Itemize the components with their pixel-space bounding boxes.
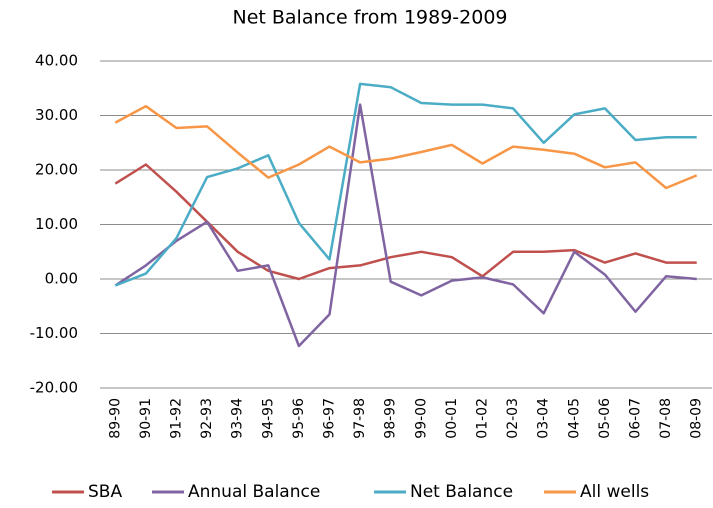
x-tick-label: 03-04 [536, 398, 552, 439]
legend-label: SBA [88, 482, 122, 502]
x-tick-label: 93-94 [230, 398, 246, 439]
x-tick-label: 00-01 [444, 398, 460, 439]
x-tick-label: 04-05 [566, 398, 582, 439]
x-tick-label: 97-98 [352, 398, 368, 439]
y-tick-label: 10.00 [35, 215, 78, 233]
chart-title: Net Balance from 1989-2009 [232, 7, 507, 29]
x-tick-label: 02-03 [505, 398, 521, 439]
series-line [114, 163, 697, 281]
series-line [114, 104, 698, 190]
x-tick-label: 06-07 [628, 398, 644, 439]
series-line [114, 82, 697, 287]
y-tick-label: -20.00 [30, 379, 78, 397]
y-tick-label: 40.00 [35, 52, 78, 70]
x-tick-label: 92-93 [199, 398, 215, 439]
x-tick-label: 94-95 [260, 398, 276, 439]
x-tick-label: 01-02 [475, 398, 491, 439]
series-line [114, 103, 697, 348]
x-tick-label: 90-91 [138, 398, 154, 439]
legend-label: Annual Balance [188, 482, 320, 502]
x-tick-label: 91-92 [169, 398, 185, 439]
legend-label: Net Balance [410, 482, 513, 502]
x-tick-label: 96-97 [322, 398, 338, 439]
x-tick-label: 98-99 [383, 398, 399, 439]
x-tick-label: 99-00 [413, 398, 429, 439]
x-tick-label: 89-90 [107, 398, 123, 439]
x-tick-label: 08-09 [689, 398, 705, 439]
y-tick-label: -10.00 [30, 324, 78, 342]
y-tick-label: 20.00 [35, 161, 78, 179]
x-tick-label: 05-06 [597, 398, 613, 439]
y-tick-label: 30.00 [35, 106, 78, 124]
x-tick-label: 07-08 [658, 398, 674, 439]
y-tick-label: 0.00 [45, 270, 78, 288]
legend-label: All wells [580, 482, 649, 502]
x-tick-label: 95-96 [291, 398, 307, 439]
